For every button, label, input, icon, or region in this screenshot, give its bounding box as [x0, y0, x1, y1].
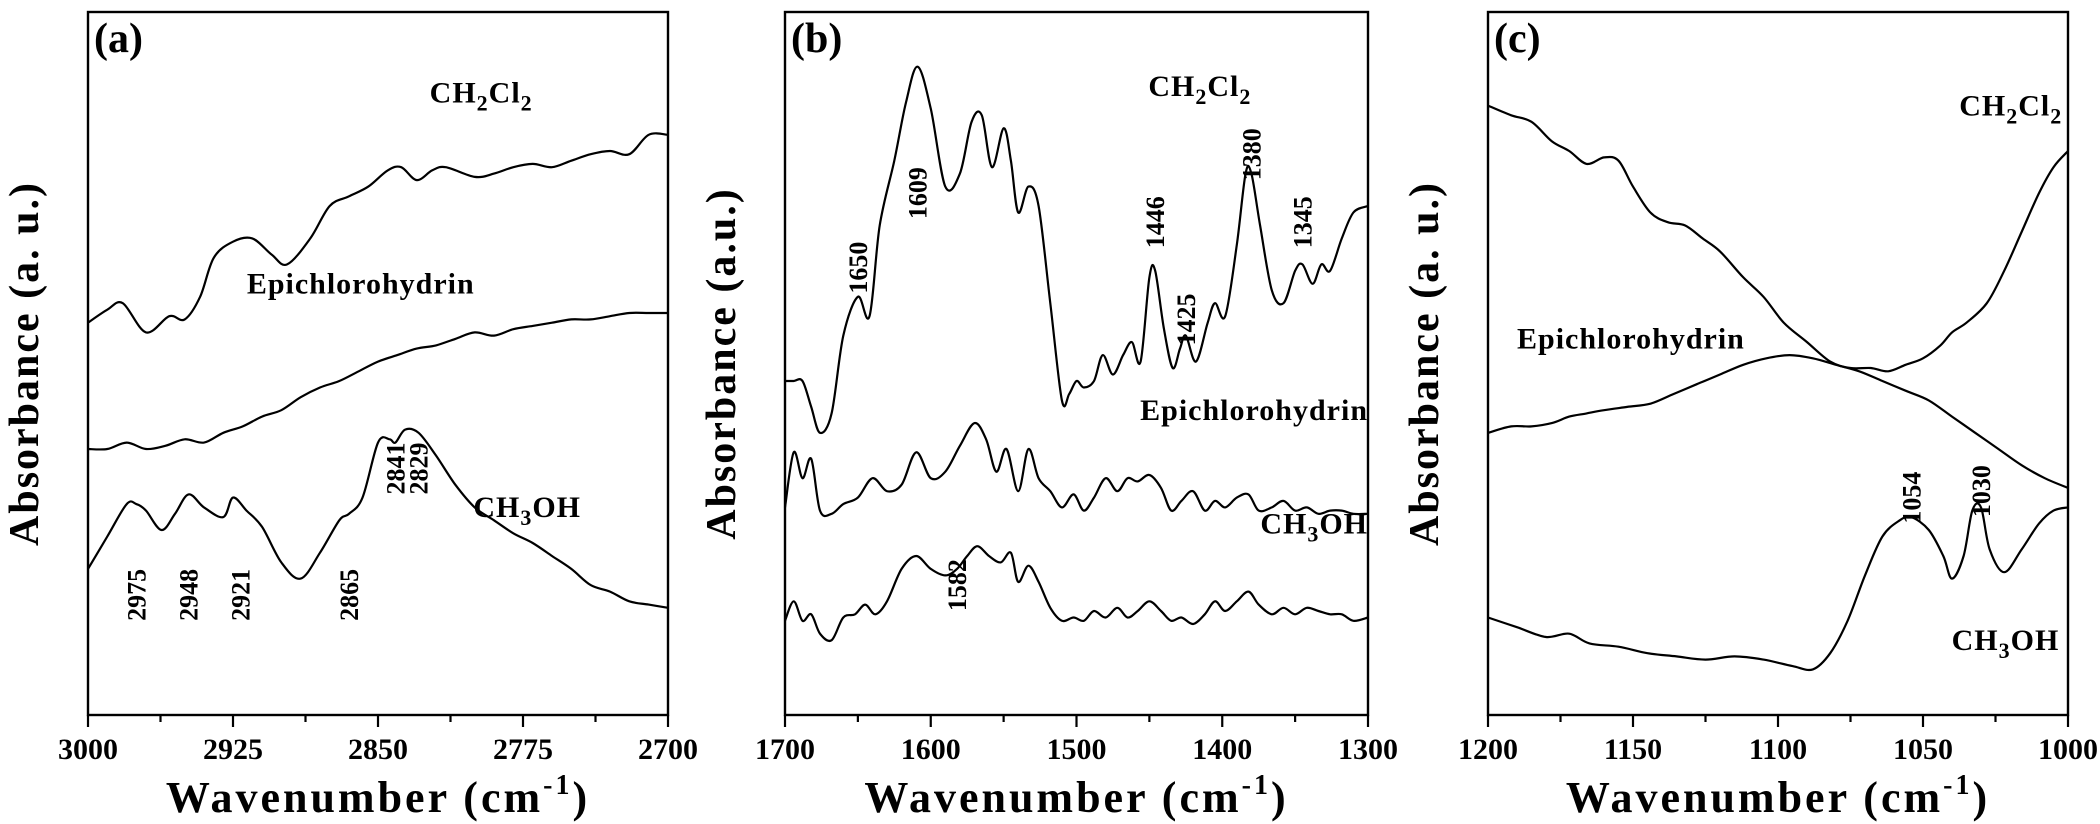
series-label-epichlorohydrin: Epichlorohydrin [1140, 394, 1368, 427]
series-line-epichlorohydrin [783, 421, 1369, 518]
series-label-epichlorohydrin: Epichlorohydrin [247, 268, 475, 301]
x-tick-label: 2925 [203, 733, 263, 766]
x-tick-label: 1100 [1749, 733, 1807, 766]
series-line-ch2cl2 [1487, 104, 2069, 373]
series-line-ch3oh [783, 545, 1369, 643]
x-tick-label: 1700 [755, 733, 815, 766]
peak-label: 1345 [1288, 196, 1317, 248]
peak-label: 2865 [335, 569, 364, 621]
x-tick-label: 3000 [58, 733, 118, 766]
series-label-ch2cl2: CH2Cl2 [1959, 89, 2062, 128]
x-tick-label: 1600 [901, 733, 961, 766]
x-axis-title: Wavenumber (cm-1) [166, 770, 590, 822]
series-label-ch2cl2: CH2Cl2 [430, 76, 533, 115]
series-label-ch3oh: CH3OH [1260, 507, 1368, 546]
peak-label: 2921 [227, 569, 256, 621]
peak-label: 2948 [175, 569, 204, 621]
peak-label: 1030 [1967, 465, 1996, 517]
x-tick-label: 2700 [638, 733, 698, 766]
peak-label: 1582 [943, 559, 972, 611]
x-tick-label: 1500 [1047, 733, 1107, 766]
series-line-ch2cl2 [785, 65, 1369, 435]
panel-c: 1200 1150 1100 1050 1000 Wavenumber (cm-1) Abs… [1402, 10, 2098, 822]
series-label-ch2cl2: CH2Cl2 [1148, 70, 1251, 109]
peak-label: 2841 [381, 442, 410, 494]
series-line-epichlorohydrin [87, 311, 668, 451]
x-tick-label: 1150 [1604, 733, 1662, 766]
x-tick-label: 1000 [2038, 733, 2098, 766]
x-tick-label: 1050 [1893, 733, 1953, 766]
x-tick-label: 2850 [348, 733, 408, 766]
series-line-epichlorohydrin [1487, 354, 2069, 489]
peak-label: 1380 [1237, 128, 1266, 180]
x-tick-label: 1200 [1458, 733, 1518, 766]
x-axis-title: Wavenumber (cm-1) [1566, 770, 1990, 822]
peak-label: 2829 [405, 442, 434, 494]
x-tick-label: 2775 [493, 733, 553, 766]
panel-label: (a) [94, 16, 143, 62]
y-axis-title: Absorbance (a. u.) [1402, 181, 1448, 546]
peak-label: 1446 [1141, 196, 1170, 248]
panel-b: 1700 1600 1500 1400 1300 Wavenumber (cm-1) Abs… [699, 10, 1398, 822]
x-axis-title: Wavenumber (cm-1) [864, 770, 1288, 822]
peak-label: 1650 [844, 242, 873, 294]
peak-label: 1425 [1172, 293, 1201, 345]
series-label-ch3oh: CH3OH [473, 491, 581, 530]
series-line-ch2cl2 [87, 132, 669, 334]
x-tick-label: 1300 [1338, 733, 1398, 766]
series-line-ch3oh [1487, 502, 2069, 672]
y-axis-title: Absorbance (a.u.) [699, 187, 745, 540]
series-line-ch3oh [87, 427, 669, 609]
peak-label: 1054 [1897, 472, 1926, 524]
panel-a: 3000 2925 2850 2775 2700 Wavenumber (cm-1) Abs… [2, 10, 698, 822]
panel-label: (c) [1494, 16, 1541, 62]
series-label-ch3oh: CH3OH [1952, 624, 2060, 663]
panel-label: (b) [791, 16, 842, 62]
y-axis-title: Absorbance (a. u.) [2, 181, 48, 546]
series-label-epichlorohydrin: Epichlorohydrin [1517, 323, 1745, 356]
x-tick-label: 1400 [1192, 733, 1252, 766]
peak-label: 2975 [122, 569, 151, 621]
peak-label: 1609 [904, 167, 933, 219]
